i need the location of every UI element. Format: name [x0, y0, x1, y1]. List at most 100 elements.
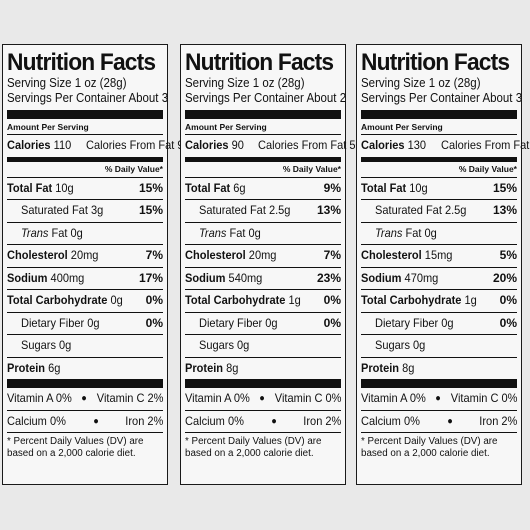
- servings-per-container: Servings Per Container About 3: [7, 91, 169, 105]
- daily-value-header: % Daily Value*: [185, 162, 341, 178]
- protein-label: Protein: [361, 360, 400, 375]
- dietary-fiber: Dietary Fiber 0g: [375, 315, 454, 330]
- saturated-fat-dv: 13%: [316, 203, 341, 217]
- dietary-fiber: Dietary Fiber 0g: [199, 315, 278, 330]
- trans-fat-label: Trans: [21, 225, 49, 240]
- calories-from-fat: Calories From Fat 50: [258, 138, 362, 152]
- total-fat-dv: 15%: [492, 180, 517, 195]
- vitamins-row-1: Vitamin A 0% ● Vitamin C 2%: [7, 388, 163, 411]
- sodium-dv: 17%: [138, 270, 163, 285]
- total-fat-label: Total Fat: [7, 180, 53, 195]
- carbohydrate-label: Total Carbohydrate: [7, 293, 108, 307]
- carbohydrate-row: Total Carbohydrate 0g 0%: [7, 290, 163, 313]
- servings-per-container: Servings Per Container About 3: [361, 91, 523, 105]
- nutrition-label-2: Nutrition Facts Serving Size 1 oz (28g) …: [180, 44, 362, 485]
- protein-label: Protein: [185, 360, 224, 375]
- trans-fat-label: Trans: [199, 225, 227, 240]
- protein-row: Protein 8g: [185, 358, 341, 380]
- protein-row: Protein 8g: [361, 358, 517, 380]
- sodium-row: Sodium 400mg 17%: [7, 268, 163, 290]
- total-fat-row: Total Fat 10g 15%: [361, 178, 517, 200]
- vitamin-c: Vitamin C 0%: [450, 391, 517, 405]
- carbohydrate-amount: 0g: [110, 293, 123, 307]
- vitamins-row-1: Vitamin A 0% ● Vitamin C 0%: [361, 388, 517, 411]
- calories-row: Calories 110 Calories From Fat 90: [7, 135, 190, 158]
- total-fat-label: Total Fat: [361, 180, 407, 195]
- bullet-icon: ●: [447, 415, 454, 427]
- iron: Iron 2%: [302, 413, 341, 428]
- bullet-icon: ●: [93, 415, 100, 427]
- total-fat-row: Total Fat 6g 9%: [185, 178, 341, 200]
- medium-divider: [185, 157, 341, 162]
- sugars-row: Sugars 0g: [361, 335, 517, 358]
- total-fat-dv: 15%: [138, 180, 163, 195]
- label-title: Nutrition Facts: [7, 49, 156, 76]
- calories-from-fat: Calories From Fat 90: [85, 138, 190, 152]
- bullet-icon: ●: [271, 415, 278, 427]
- carbohydrate-label: Total Carbohydrate: [361, 293, 462, 307]
- serving-size: Serving Size 1 oz (28g): [361, 76, 481, 90]
- servings-per-container: Servings Per Container About 2: [185, 91, 347, 105]
- trans-fat-row: Trans Fat 0g: [185, 223, 341, 245]
- nutrition-label-3: Nutrition Facts Serving Size 1 oz (28g) …: [356, 44, 530, 485]
- amount-per-serving: Amount Per Serving: [7, 121, 163, 135]
- trans-fat-amount: Fat 0g: [229, 225, 261, 240]
- total-fat-amount: 10g: [55, 180, 74, 195]
- saturated-fat-row: Saturated Fat 2.5g 13%: [361, 200, 517, 223]
- thick-divider: [185, 110, 341, 119]
- carbohydrate-dv: 0%: [499, 293, 517, 307]
- total-fat-row: Total Fat 10g 15%: [7, 178, 163, 200]
- calories-row: Calories 90 Calories From Fat 50: [185, 135, 362, 158]
- bullet-icon: ●: [259, 393, 265, 404]
- calcium: Calcium 0%: [361, 413, 420, 428]
- daily-value-header: % Daily Value*: [7, 162, 163, 178]
- serving-size: Serving Size 1 oz (28g): [185, 76, 305, 90]
- sodium-label: Sodium: [185, 270, 226, 285]
- cholesterol-label: Cholesterol: [7, 248, 68, 262]
- saturated-fat-row: Saturated Fat 2.5g 13%: [185, 200, 341, 223]
- thick-divider: [361, 110, 517, 119]
- cholesterol-amount: 20mg: [70, 248, 99, 262]
- sodium-label: Sodium: [361, 270, 402, 285]
- vitamin-c: Vitamin C 0%: [274, 391, 341, 405]
- bullet-icon: ●: [81, 393, 87, 404]
- amount-per-serving: Amount Per Serving: [361, 121, 517, 135]
- daily-value-header: % Daily Value*: [361, 162, 517, 178]
- dietary-fiber-dv: 0%: [499, 315, 517, 330]
- label-title: Nutrition Facts: [185, 49, 334, 76]
- sugars-row: Sugars 0g: [185, 335, 341, 358]
- sugars: Sugars 0g: [21, 338, 72, 352]
- carbohydrate-dv: 0%: [323, 293, 341, 307]
- cholesterol-amount: 20mg: [248, 248, 277, 262]
- carbohydrate-row: Total Carbohydrate 1g 0%: [361, 290, 517, 313]
- thick-divider: [7, 110, 163, 119]
- cholesterol-amount: 15mg: [424, 248, 453, 262]
- fiber-row: Dietary Fiber 0g 0%: [7, 313, 163, 335]
- vitamin-a: Vitamin A 0%: [185, 391, 250, 405]
- calories-value: 110: [53, 138, 72, 152]
- calories-from-fat: Calories From Fat 90: [440, 138, 530, 152]
- saturated-fat: Saturated Fat 2.5g: [375, 203, 467, 217]
- sugars-row: Sugars 0g: [7, 335, 163, 358]
- medium-divider: [361, 157, 517, 162]
- sodium-row: Sodium 470mg 20%: [361, 268, 517, 290]
- calcium: Calcium 0%: [7, 413, 66, 428]
- total-fat-amount: 10g: [409, 180, 428, 195]
- saturated-fat-dv: 13%: [492, 203, 517, 217]
- cholesterol-dv: 7%: [145, 248, 163, 262]
- vitamin-a: Vitamin A 0%: [361, 391, 426, 405]
- vitamin-c: Vitamin C 2%: [96, 391, 163, 405]
- total-fat-label: Total Fat: [185, 180, 231, 195]
- saturated-fat-dv: 15%: [138, 203, 163, 217]
- trans-fat-row: Trans Fat 0g: [361, 223, 517, 245]
- protein-label: Protein: [7, 360, 46, 375]
- total-fat-amount: 6g: [233, 180, 246, 195]
- trans-fat-amount: Fat 0g: [405, 225, 437, 240]
- bullet-icon: ●: [435, 393, 441, 404]
- vitamin-a: Vitamin A 0%: [7, 391, 72, 405]
- carbohydrate-dv: 0%: [145, 293, 163, 307]
- footnote: * Percent Daily Values (DV) are based on…: [361, 436, 498, 459]
- dietary-fiber-dv: 0%: [323, 315, 341, 330]
- vitamins-row-2: Calcium 0% ● Iron 2%: [7, 411, 163, 433]
- cholesterol-dv: 5%: [499, 248, 517, 262]
